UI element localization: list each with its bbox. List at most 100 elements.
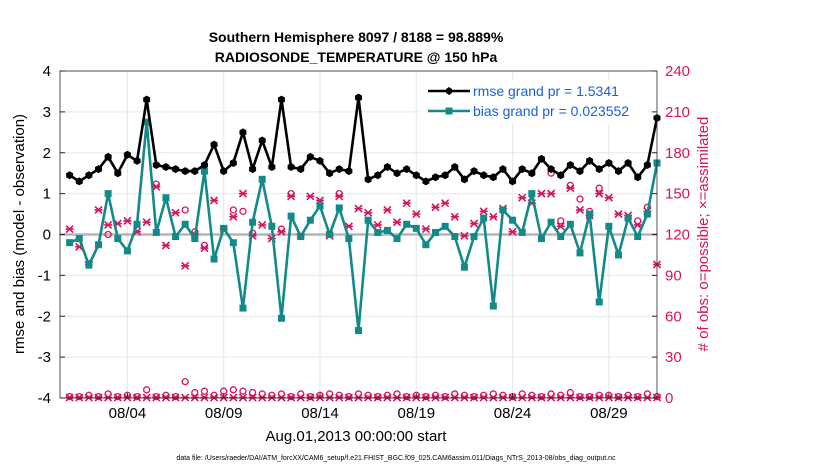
obs-bottom-possible-point — [181, 377, 189, 386]
obs-bottom-assimilated-point — [113, 393, 122, 402]
bias-point — [605, 222, 613, 230]
obs-assimilated-point — [104, 220, 113, 230]
obs-assimilated-point — [421, 224, 430, 234]
rmse-point — [614, 167, 622, 176]
obs-assimilated-point — [450, 212, 459, 221]
obs-bottom-assimilated-point — [287, 393, 296, 402]
bias-point — [335, 204, 343, 212]
rmse-point — [451, 163, 459, 172]
left-tick-label: 3 — [43, 104, 51, 121]
x-tick-label: 08/19 — [398, 405, 436, 422]
obs-bottom-assimilated-point — [171, 393, 180, 402]
obs-assimilated-point — [489, 212, 498, 221]
rmse-point — [200, 161, 208, 170]
obs-bottom-assimilated-point — [585, 393, 594, 402]
left-tick-label: 1 — [43, 186, 51, 203]
obs-assimilated-point — [402, 199, 411, 208]
rmse-point — [143, 95, 151, 104]
obs-bottom-possible-point — [306, 392, 315, 401]
rmse-point — [345, 167, 353, 176]
rmse-point — [104, 152, 112, 161]
bias-point — [345, 235, 353, 243]
bias-point — [451, 233, 459, 241]
obs-bottom-assimilated-point — [479, 393, 488, 402]
x-axis-label: Aug.01,2013 00:00:00 start — [266, 428, 448, 445]
obs-bottom-assimilated-point — [373, 393, 382, 402]
obs-assimilated-point — [65, 224, 74, 234]
bias-point — [66, 239, 74, 247]
rmse-point — [239, 128, 247, 137]
obs-bottom-possible-point — [441, 392, 449, 401]
obs-assimilated-point — [614, 209, 623, 219]
rmse-point — [268, 163, 276, 172]
obs-bottom-possible-point — [576, 392, 584, 401]
bias-point — [268, 222, 276, 230]
bias-point — [537, 235, 545, 243]
obs-bottom-assimilated-point — [633, 393, 642, 402]
obs-assimilated-point — [547, 189, 556, 198]
bias-point — [75, 235, 83, 243]
obs-assimilated-point — [518, 193, 527, 202]
obs-bottom-possible-point — [585, 392, 594, 401]
bias-point — [422, 241, 430, 249]
obs-bottom-assimilated-point — [258, 393, 267, 402]
bias-point — [287, 212, 295, 220]
bias-point — [114, 235, 122, 243]
rmse-point — [432, 173, 440, 182]
x-tick-label: 08/04 — [109, 405, 147, 422]
obs-possible-point — [595, 184, 603, 192]
obs-assimilated-point — [229, 212, 238, 221]
obs-assimilated-point — [238, 189, 248, 198]
bias-point — [172, 233, 180, 241]
obs-possible-point — [576, 195, 584, 203]
obs-bottom-assimilated-point — [142, 393, 151, 402]
rmse-point — [595, 165, 603, 174]
obs-assimilated-point — [479, 207, 488, 216]
bias-point — [614, 251, 622, 259]
obs-bottom-possible-point — [537, 392, 546, 401]
bias-point — [191, 235, 199, 243]
obs-assimilated-point — [441, 199, 450, 208]
obs-bottom-assimilated-point — [527, 393, 536, 402]
obs-bottom-possible-point — [94, 392, 103, 401]
obs-bottom-assimilated-point — [238, 393, 248, 402]
legend: rmse grand pr = 1.5341 bias grand pr = 0… — [420, 80, 648, 124]
obs-bottom-possible-point — [75, 392, 83, 401]
rmse-point — [403, 165, 411, 174]
obs-bottom-assimilated-point — [402, 393, 411, 402]
rmse-point — [643, 161, 651, 170]
obs-bottom-assimilated-point — [94, 393, 103, 402]
bias-point — [95, 241, 103, 249]
obs-bottom-assimilated-point — [392, 393, 402, 402]
bias-point — [200, 167, 208, 175]
obs-assimilated-point — [460, 231, 469, 240]
obs-bottom-possible-point — [634, 392, 642, 401]
obs-bottom-assimilated-point — [209, 393, 219, 402]
bias-point — [326, 231, 334, 238]
rmse-point — [422, 177, 430, 186]
bias-point — [624, 214, 632, 222]
obs-bottom-assimilated-point — [441, 393, 450, 402]
bias-point — [316, 202, 324, 210]
bias-point — [85, 261, 93, 269]
rmse-point — [537, 154, 545, 163]
ticks-layer: -4 -3 -2 -1 0 1 2 3 4 0 30 60 90 120 150 180 210 240 08/04… — [38, 63, 690, 422]
rmse-point — [412, 171, 420, 180]
rmse-point — [393, 169, 401, 178]
obs-bottom-assimilated-point — [65, 393, 74, 402]
obs-bottom-assimilated-point — [190, 393, 199, 402]
bias-point — [576, 249, 584, 257]
obs-bottom-assimilated-point — [364, 393, 373, 402]
bias-point — [181, 220, 189, 228]
rmse-point — [75, 177, 83, 186]
rmse-point — [634, 173, 642, 182]
bias-point — [566, 220, 574, 228]
rmse-point — [85, 171, 93, 180]
bias-point — [239, 304, 247, 312]
obs-bottom-assimilated-point — [75, 393, 84, 402]
obs-bottom-assimilated-point — [498, 393, 508, 402]
bias-point — [643, 210, 651, 218]
rmse-point — [191, 167, 199, 176]
chart-title-line2: RADIOSONDE_TEMPERATURE @ 150 hPa — [215, 49, 498, 65]
rmse-point — [364, 175, 372, 184]
